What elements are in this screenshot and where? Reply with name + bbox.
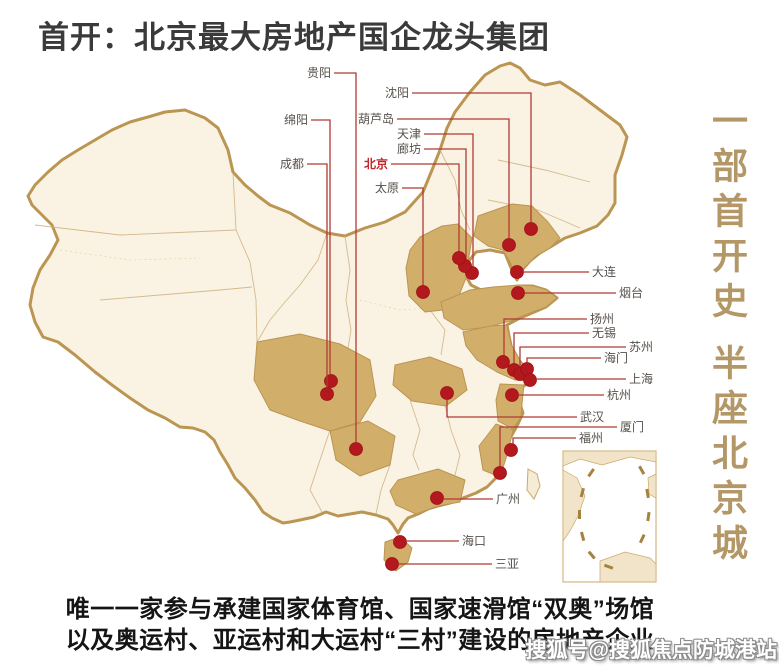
city-dot <box>393 535 407 549</box>
city-label: 成都 <box>280 157 304 171</box>
taiwan-island <box>526 468 541 500</box>
city-dot <box>524 222 538 236</box>
city-dot <box>385 557 399 571</box>
vertical-tagline-part1: 一部首开史 <box>707 102 748 327</box>
city-label: 扬州 <box>590 311 614 326</box>
nine-dash-line <box>578 465 651 570</box>
city-label: 大连 <box>592 264 616 279</box>
province-guangdong <box>389 468 466 515</box>
sohu-watermark: 搜狐号@搜狐焦点防城港站 <box>525 639 777 662</box>
city-label: 沈阳 <box>385 85 409 100</box>
caption-line-2: 以及奥运村、亚运村和大运村“三村”建设的房地产企业 <box>65 627 655 654</box>
caption-line-1: 唯一一家参与承建国家体育馆、国家速滑馆“双奥”场馆 <box>65 596 655 623</box>
city-connector-line <box>526 357 601 363</box>
city-label: 贵阳 <box>307 66 331 80</box>
city-connector-line <box>499 426 617 467</box>
city-label: 廊坊 <box>397 141 421 156</box>
city-dot <box>493 466 507 480</box>
city-label: 海门 <box>604 350 628 365</box>
city-dot <box>496 355 510 369</box>
city-dot <box>502 238 516 252</box>
city-dot <box>452 251 466 265</box>
city-connector-line <box>513 332 589 364</box>
city-dot <box>440 386 454 400</box>
city-label: 烟台 <box>619 285 643 300</box>
city-connector-line <box>424 133 474 268</box>
city-label: 杭州 <box>607 387 631 402</box>
city-dot <box>416 285 430 299</box>
city-connector-line <box>503 318 587 356</box>
vertical-tagline-part2: 半座北京城 <box>707 344 748 569</box>
caption: 唯一一家参与承建国家体育馆、国家速滑馆“双奥”场馆 以及奥运村、亚运村和大运村“… <box>30 594 690 656</box>
city-label: 三亚 <box>495 557 519 571</box>
city-dot <box>324 374 338 388</box>
city-dot <box>504 443 518 457</box>
city-label: 上海 <box>629 371 653 386</box>
city-connector-line <box>391 163 460 252</box>
south-china-sea-inset <box>562 450 657 583</box>
city-connector-line <box>424 148 467 261</box>
city-connector-line <box>397 118 510 238</box>
province-shandong <box>440 284 558 331</box>
city-label: 厦门 <box>620 419 644 434</box>
city-connector-line <box>446 400 577 418</box>
city-label: 天津 <box>397 127 421 141</box>
city-label: 葫芦岛 <box>358 111 394 126</box>
city-label: 海口 <box>462 533 486 548</box>
city-label: 无锡 <box>592 325 616 340</box>
page-title: 首开：北京最大房地产国企龙头集团 <box>38 20 550 55</box>
city-connector-line <box>412 92 532 222</box>
city-dot <box>511 286 525 300</box>
city-label: 太原 <box>375 180 399 195</box>
city-label: 绵阳 <box>284 113 308 127</box>
city-dot <box>523 373 537 387</box>
city-label: 广州 <box>496 492 520 506</box>
city-label: 苏州 <box>629 340 653 354</box>
city-label: 北京 <box>364 156 388 171</box>
city-connector-line <box>334 72 357 442</box>
province-liaoning <box>473 203 561 279</box>
city-dot <box>430 491 444 505</box>
city-dot <box>320 387 334 401</box>
city-connector-line <box>307 163 328 388</box>
city-connector-line <box>402 187 424 286</box>
city-connector-line <box>519 346 626 368</box>
city-label: 福州 <box>579 430 603 445</box>
city-dot <box>349 442 363 456</box>
city-dot <box>510 265 524 279</box>
city-label: 武汉 <box>580 410 604 424</box>
city-dot <box>505 388 519 402</box>
city-connector-line <box>311 119 331 374</box>
city-connector-line <box>512 437 576 444</box>
